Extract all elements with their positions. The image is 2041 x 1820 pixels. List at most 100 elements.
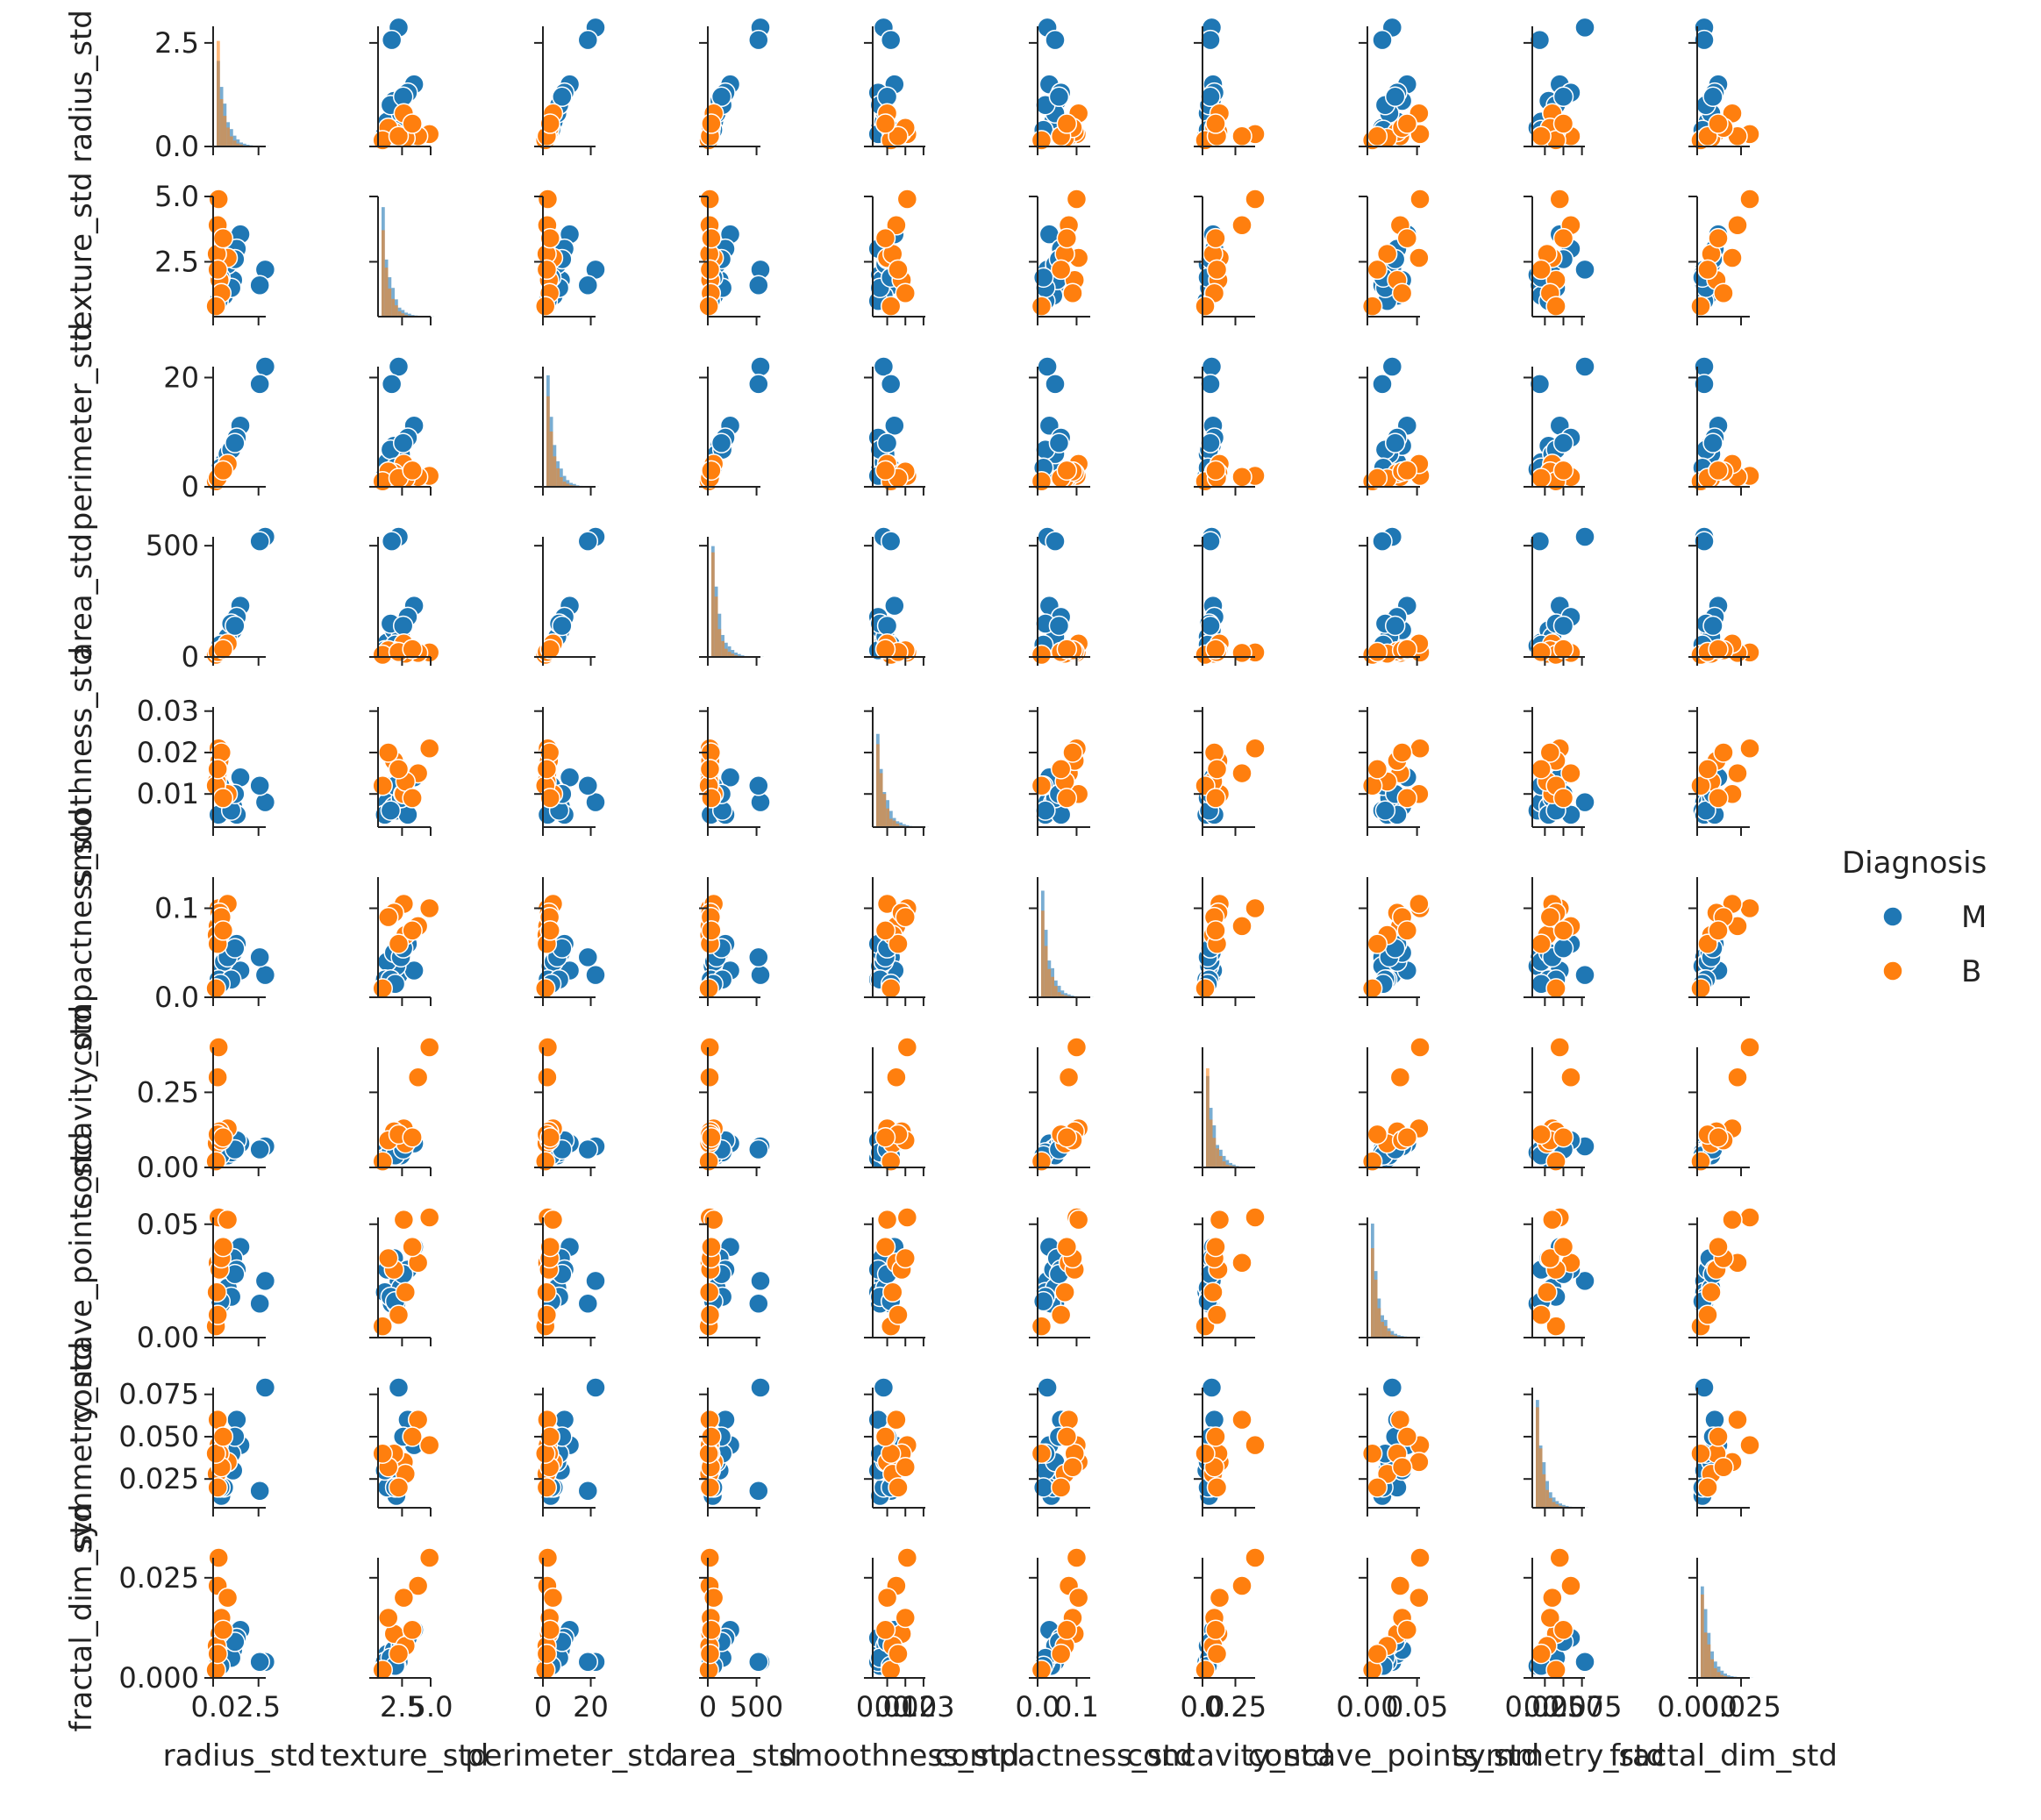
point-b: [207, 1067, 228, 1088]
point-b: [1050, 1643, 1072, 1665]
hist-bar-b: [1225, 1164, 1230, 1167]
point-m: [388, 1377, 410, 1398]
point-b: [395, 1281, 417, 1303]
point-b: [1062, 742, 1083, 763]
hist-bar-b: [1701, 1594, 1704, 1678]
panel-texture-std-vs-fractal-dim-std: [1688, 189, 1760, 325]
point-b: [1409, 893, 1430, 915]
point-b: [701, 920, 722, 941]
panel-perimeter-std-vs-concavity-std: [1194, 356, 1266, 496]
point-b: [1205, 639, 1226, 660]
hist-bar-m: [1727, 1675, 1731, 1678]
point-m: [750, 964, 771, 986]
hist-bar-b: [1060, 994, 1065, 997]
y-tick-label: 0.03: [137, 695, 199, 728]
hist-bar-b: [1536, 1407, 1539, 1508]
point-b: [1066, 1547, 1088, 1568]
panel-radius-std-vs-compactness-std: [1029, 17, 1090, 155]
point-b: [1739, 738, 1760, 759]
point-b: [1739, 189, 1760, 210]
hist-bar-m: [731, 650, 735, 657]
x-tick-label: 2.5: [380, 1690, 425, 1724]
point-m: [585, 964, 606, 986]
point-b: [402, 788, 423, 809]
point-m: [1372, 531, 1393, 552]
point-b: [1552, 1619, 1574, 1640]
x-tick-label: 20: [573, 1690, 609, 1724]
point-b: [539, 113, 560, 134]
hist-bar-b: [556, 467, 560, 487]
point-m: [884, 415, 905, 437]
point-b: [388, 1304, 410, 1325]
hist-bar-m: [246, 144, 250, 146]
point-b: [1552, 920, 1574, 941]
hist-bar-b: [1538, 1448, 1543, 1508]
hist-bar-b: [230, 136, 233, 146]
point-b: [1708, 1236, 1729, 1258]
panel-texture-std-vs-symmetry-std: [1524, 189, 1595, 325]
point-m: [577, 29, 599, 51]
point-b: [1031, 644, 1053, 666]
point-b: [536, 1477, 558, 1498]
panel-symmetry-std-vs-compactness-std: [1029, 1377, 1090, 1517]
y-tick-label: 0.1: [154, 892, 199, 925]
panel-radius-std-vs-symmetry-std: [1524, 17, 1595, 155]
point-m: [748, 775, 769, 796]
panel-fractal-dim-std-vs-concavity-std: 0.00.25: [1181, 1547, 1267, 1724]
y-tick-label: 20: [163, 360, 199, 394]
point-m: [249, 1651, 270, 1673]
point-b: [1396, 639, 1418, 660]
panel-texture-std-vs-area-std: [698, 189, 771, 325]
point-b: [539, 788, 560, 809]
panel-area-std-vs-fractal-dim-std: [1688, 526, 1760, 666]
point-m: [249, 275, 270, 296]
point-m: [1200, 432, 1221, 453]
point-m: [1574, 1651, 1595, 1673]
point-m: [577, 531, 599, 552]
hist-bar-b: [1384, 1325, 1388, 1338]
point-b: [207, 1643, 228, 1665]
x-tick-label: 0.000: [1657, 1690, 1738, 1724]
point-m: [585, 1270, 606, 1292]
hist-bar-b: [1216, 1148, 1219, 1167]
point-b: [1361, 978, 1383, 999]
y-tick-label: 2.5: [154, 245, 199, 278]
point-b: [536, 1643, 558, 1665]
point-m: [876, 432, 898, 453]
hist-bar-b: [236, 143, 240, 146]
x-tick-label: 0.00: [1336, 1690, 1398, 1724]
hist-bar-b: [1390, 1334, 1395, 1338]
point-b: [1713, 742, 1734, 763]
panel-concave-points-std-vs-compactness-std: [1029, 1207, 1090, 1346]
point-b: [536, 259, 558, 281]
hist-bar-b: [562, 482, 567, 487]
x-tick-label: 0.025: [1701, 1690, 1781, 1724]
point-b: [1206, 759, 1228, 780]
hist-bar-b: [239, 144, 243, 146]
point-b: [1056, 227, 1078, 249]
point-m: [1694, 531, 1715, 552]
y-tick-label: 0.075: [118, 1378, 199, 1411]
hist-bar-b: [549, 431, 553, 487]
point-b: [874, 920, 896, 941]
x-tick-label: 5.0: [409, 1690, 453, 1724]
y-axis-label-radius-std: radius_std: [64, 10, 99, 163]
panel-fractal-dim-std-vs-smoothness-std: 0.010.020.03: [856, 1547, 955, 1724]
point-b: [212, 1127, 234, 1148]
point-b: [418, 897, 440, 919]
point-b: [207, 259, 228, 281]
hist-bar-b: [896, 824, 900, 827]
point-m: [1032, 267, 1054, 289]
point-b: [1396, 1426, 1418, 1447]
point-b: [1231, 762, 1252, 784]
panel-texture-std-vs-concave-points-std: [1359, 189, 1431, 325]
point-b: [1056, 1127, 1078, 1148]
panel-radius-std-vs-fractal-dim-std: [1688, 17, 1760, 155]
point-m: [1574, 791, 1595, 813]
point-b: [1031, 1659, 1053, 1681]
point-b: [1195, 296, 1216, 317]
y-tick-label: 0.0: [154, 981, 199, 1014]
y-tick-label: 0: [182, 470, 199, 503]
point-b: [1031, 1151, 1053, 1172]
hist-bar-b: [1064, 995, 1067, 997]
